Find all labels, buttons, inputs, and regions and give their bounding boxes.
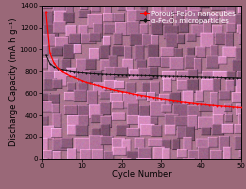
Y-axis label: Discharge Capacity (mA h g⁻¹): Discharge Capacity (mA h g⁻¹) — [9, 18, 18, 146]
Legend: Porous Fe₂O₃ nanocubes, α-Fe₂O₃ microparticles: Porous Fe₂O₃ nanocubes, α-Fe₂O₃ micropar… — [139, 9, 238, 25]
X-axis label: Cycle Number: Cycle Number — [112, 170, 171, 179]
